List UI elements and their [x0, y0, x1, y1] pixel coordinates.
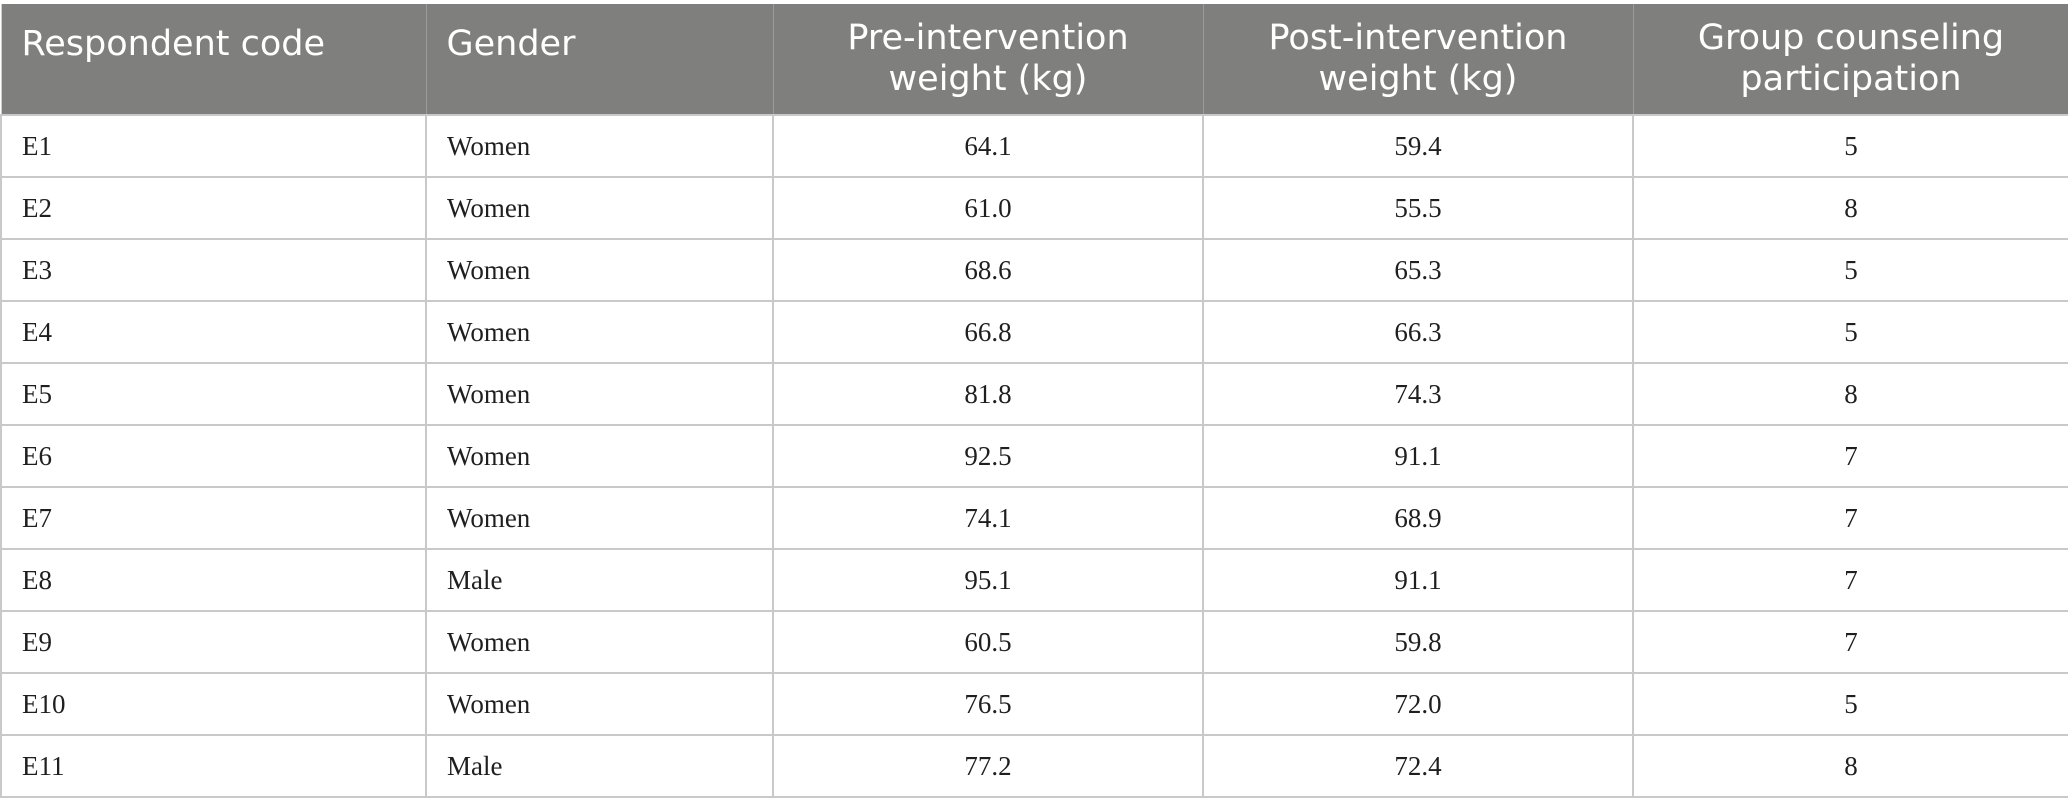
cell-post-weight: 74.3 — [1202, 362, 1634, 426]
cell-pre-weight: 66.8 — [772, 300, 1204, 364]
cell-gender: Women — [425, 114, 774, 178]
header-gender: Gender — [425, 4, 774, 116]
cell-gender: Women — [425, 486, 774, 550]
cell-respondent-code: E4 — [0, 300, 427, 364]
cell-post-weight: 55.5 — [1202, 176, 1634, 240]
cell-gender: Women — [425, 176, 774, 240]
cell-post-weight: 65.3 — [1202, 238, 1634, 302]
cell-counseling-participation: 8 — [1632, 362, 2068, 426]
cell-gender: Women — [425, 672, 774, 736]
cell-post-weight: 66.3 — [1202, 300, 1634, 364]
cell-pre-weight: 76.5 — [772, 672, 1204, 736]
cell-pre-weight: 92.5 — [772, 424, 1204, 488]
cell-pre-weight: 61.0 — [772, 176, 1204, 240]
table-row: E8 Male 95.1 91.1 7 — [0, 548, 2068, 612]
table-header: Respondent code Gender Pre-intervention … — [0, 4, 2068, 116]
cell-gender: Male — [425, 734, 774, 798]
cell-pre-weight: 74.1 — [772, 486, 1204, 550]
table-body: E1 Women 64.1 59.4 5 E2 Women 61.0 55.5 8 E3 Women 6… — [0, 114, 2068, 798]
cell-respondent-code: E6 — [0, 424, 427, 488]
cell-respondent-code: E9 — [0, 610, 427, 674]
cell-post-weight: 59.4 — [1202, 114, 1634, 178]
cell-pre-weight: 77.2 — [772, 734, 1204, 798]
cell-counseling-participation: 5 — [1632, 114, 2068, 178]
cell-gender: Women — [425, 424, 774, 488]
cell-post-weight: 59.8 — [1202, 610, 1634, 674]
cell-respondent-code: E1 — [0, 114, 427, 178]
cell-counseling-participation: 7 — [1632, 610, 2068, 674]
cell-respondent-code: E10 — [0, 672, 427, 736]
cell-respondent-code: E11 — [0, 734, 427, 798]
table-row: E4 Women 66.8 66.3 5 — [0, 300, 2068, 364]
data-table-container: Respondent code Gender Pre-intervention … — [0, 4, 2068, 798]
table-row: E11 Male 77.2 72.4 8 — [0, 734, 2068, 798]
cell-post-weight: 72.0 — [1202, 672, 1634, 736]
table-row: E5 Women 81.8 74.3 8 — [0, 362, 2068, 426]
cell-respondent-code: E8 — [0, 548, 427, 612]
cell-post-weight: 91.1 — [1202, 548, 1634, 612]
cell-post-weight: 72.4 — [1202, 734, 1634, 798]
cell-counseling-participation: 7 — [1632, 424, 2068, 488]
table-row: E2 Women 61.0 55.5 8 — [0, 176, 2068, 240]
cell-counseling-participation: 7 — [1632, 548, 2068, 612]
table-row: E7 Women 74.1 68.9 7 — [0, 486, 2068, 550]
cell-gender: Women — [425, 300, 774, 364]
cell-gender: Women — [425, 362, 774, 426]
cell-pre-weight: 81.8 — [772, 362, 1204, 426]
header-group-counseling-participation: Group counseling participation — [1632, 4, 2068, 116]
header-post-intervention-weight: Post-intervention weight (kg) — [1202, 4, 1634, 116]
table-row: E3 Women 68.6 65.3 5 — [0, 238, 2068, 302]
cell-respondent-code: E5 — [0, 362, 427, 426]
cell-pre-weight: 68.6 — [772, 238, 1204, 302]
table-row: E10 Women 76.5 72.0 5 — [0, 672, 2068, 736]
table-row: E6 Women 92.5 91.1 7 — [0, 424, 2068, 488]
cell-counseling-participation: 5 — [1632, 672, 2068, 736]
cell-gender: Male — [425, 548, 774, 612]
cell-respondent-code: E3 — [0, 238, 427, 302]
cell-counseling-participation: 8 — [1632, 176, 2068, 240]
cell-respondent-code: E7 — [0, 486, 427, 550]
table-row: E9 Women 60.5 59.8 7 — [0, 610, 2068, 674]
cell-gender: Women — [425, 238, 774, 302]
cell-pre-weight: 95.1 — [772, 548, 1204, 612]
cell-counseling-participation: 8 — [1632, 734, 2068, 798]
cell-counseling-participation: 5 — [1632, 238, 2068, 302]
cell-pre-weight: 64.1 — [772, 114, 1204, 178]
cell-post-weight: 68.9 — [1202, 486, 1634, 550]
header-pre-intervention-weight: Pre-intervention weight (kg) — [772, 4, 1204, 116]
table-row: E1 Women 64.1 59.4 5 — [0, 114, 2068, 178]
header-row: Respondent code Gender Pre-intervention … — [0, 4, 2068, 116]
cell-pre-weight: 60.5 — [772, 610, 1204, 674]
header-respondent-code: Respondent code — [0, 4, 427, 116]
cell-counseling-participation: 5 — [1632, 300, 2068, 364]
cell-post-weight: 91.1 — [1202, 424, 1634, 488]
respondent-weight-table: Respondent code Gender Pre-intervention … — [0, 4, 2068, 798]
cell-respondent-code: E2 — [0, 176, 427, 240]
cell-counseling-participation: 7 — [1632, 486, 2068, 550]
cell-gender: Women — [425, 610, 774, 674]
